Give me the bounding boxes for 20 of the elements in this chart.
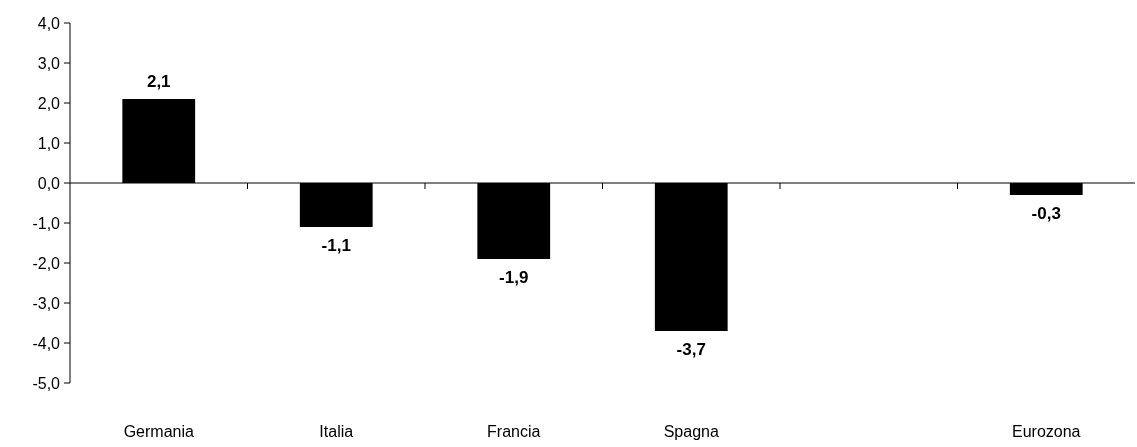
y-tick-label: -2,0 — [32, 254, 61, 272]
data-label: -1,9 — [499, 268, 529, 287]
x-tick-label: Francia — [487, 423, 541, 440]
y-tick-label: 4,0 — [37, 14, 61, 32]
x-tick-label: Spagna — [663, 423, 719, 440]
y-tick-label: 2,0 — [37, 94, 61, 112]
y-tick-label: -4,0 — [32, 334, 61, 352]
data-label: -1,1 — [321, 236, 351, 255]
data-label: -0,3 — [1031, 204, 1061, 223]
x-tick-label: Germania — [123, 423, 194, 440]
y-tick-label: 1,0 — [37, 134, 61, 152]
x-tick-label: Italia — [319, 423, 354, 440]
data-label: 2,1 — [146, 72, 171, 91]
y-tick-label: -5,0 — [32, 374, 61, 392]
x-tick-label: Eurozona — [1012, 423, 1081, 440]
y-tick-label: -1,0 — [32, 214, 61, 232]
y-tick-label: 0,0 — [37, 174, 61, 192]
data-label: -3,7 — [676, 340, 706, 359]
y-tick-label: 3,0 — [37, 54, 61, 72]
y-tick-label: -3,0 — [32, 294, 61, 312]
